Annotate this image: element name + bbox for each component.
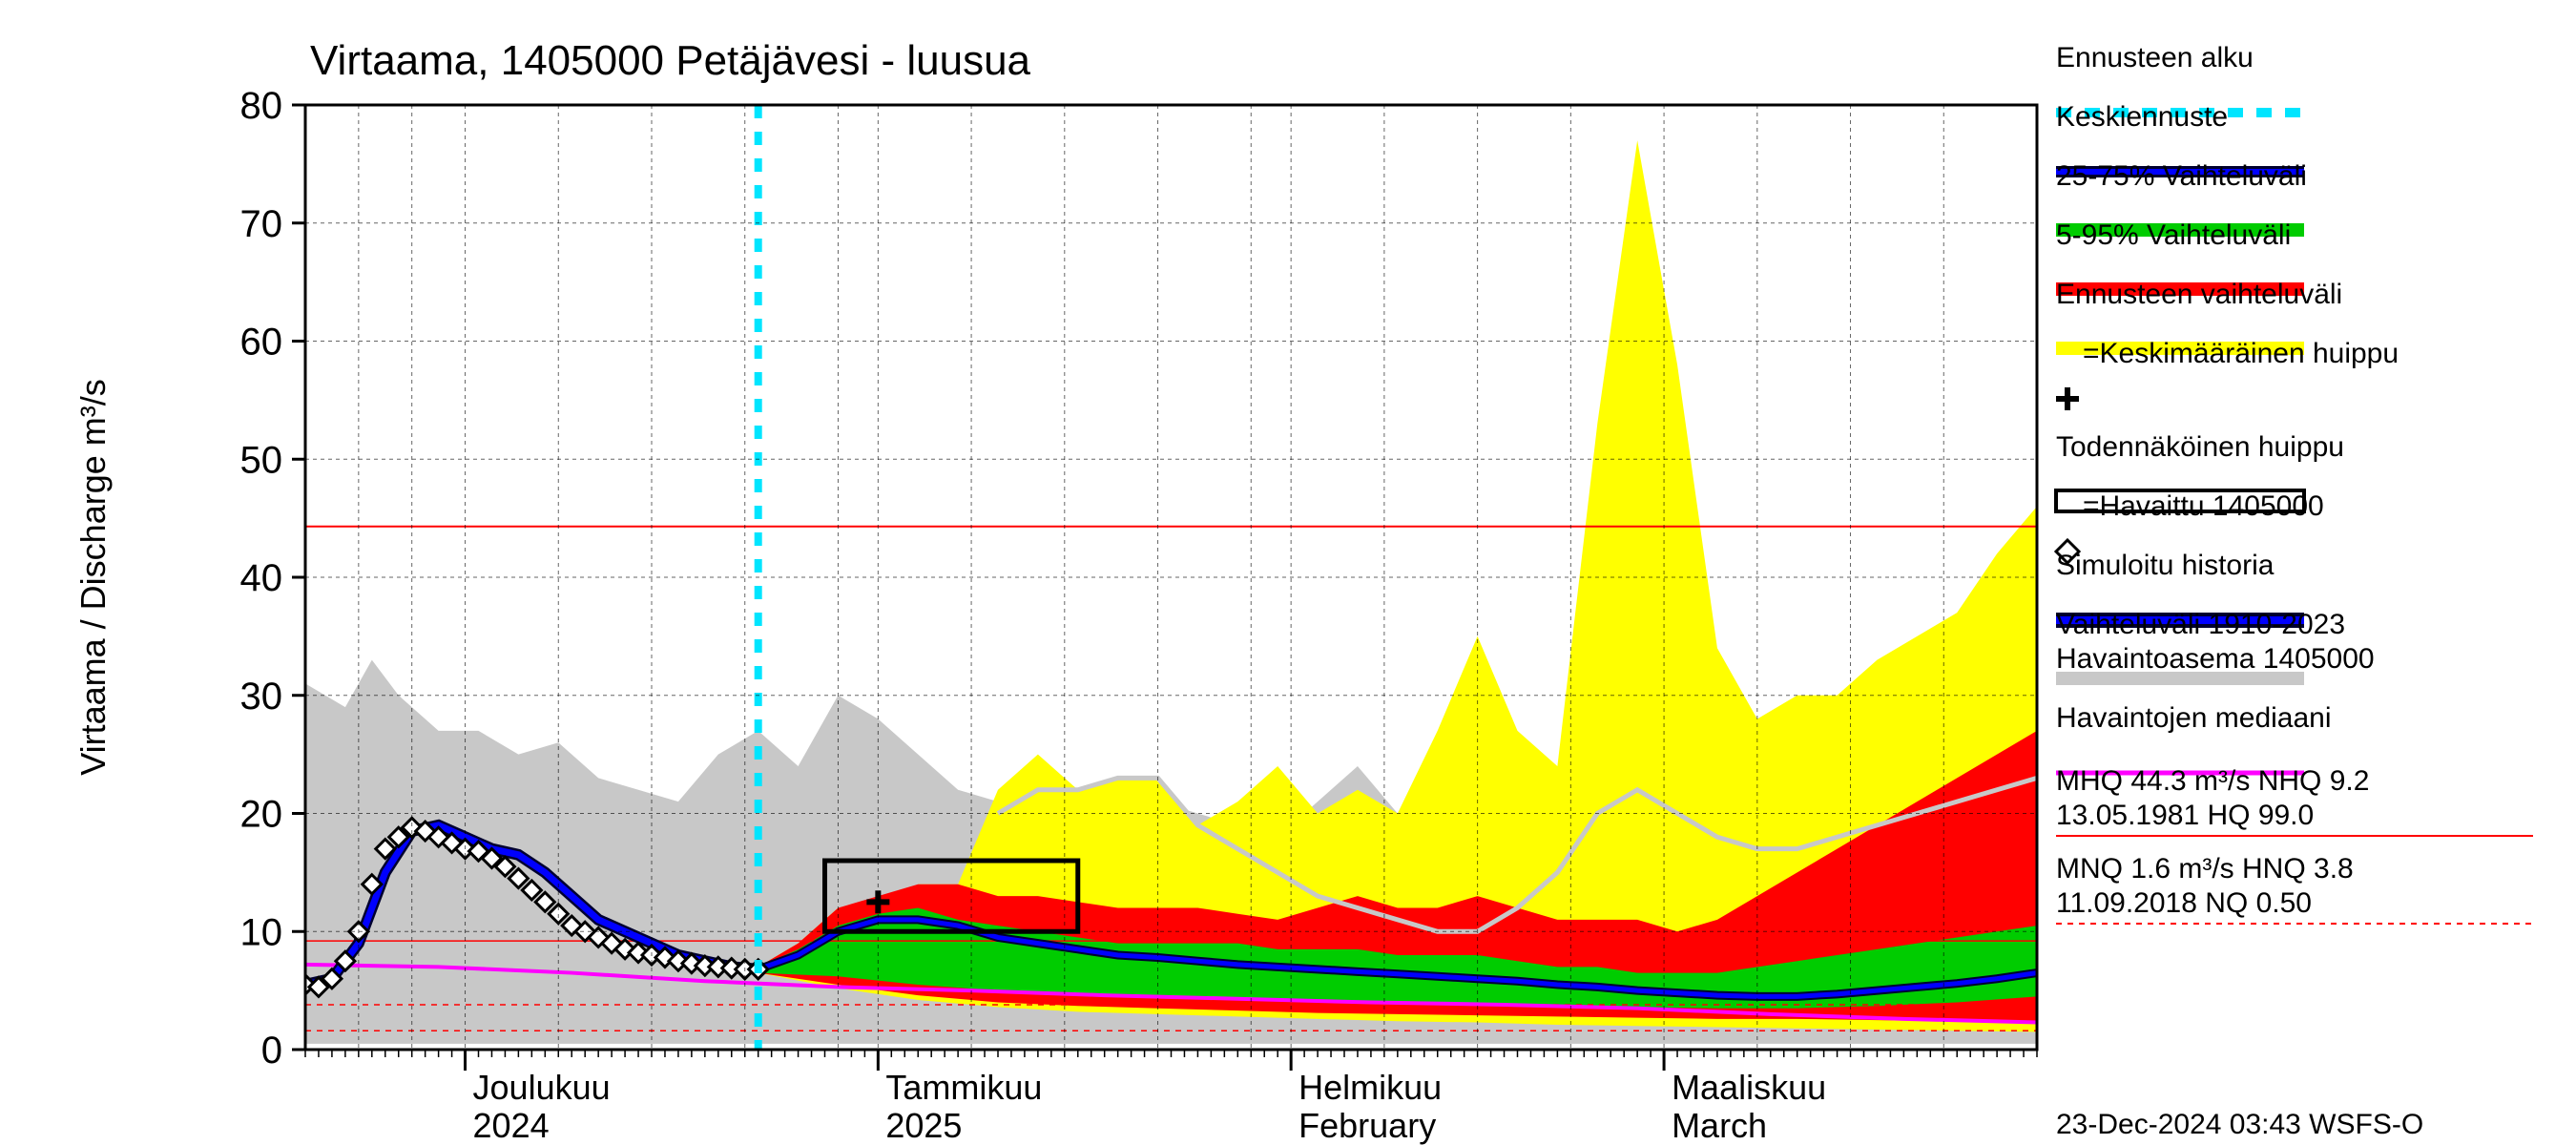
svg-text:Tammikuu: Tammikuu — [885, 1068, 1042, 1107]
chart-root: 0 10 20 30 40 50 60 70 80 Joulukuu2024 Tammikuu202… — [0, 0, 2576, 1145]
svg-text:40: 40 — [240, 557, 283, 599]
svg-text:2024: 2024 — [473, 1106, 550, 1145]
svg-text:11.09.2018 NQ 0.50: 11.09.2018 NQ 0.50 — [2056, 887, 2312, 919]
legend-label: Vaihteluväli 1910-2023 — [2056, 609, 2345, 640]
svg-text:MHQ 44.3 m³/s NHQ 9.2: MHQ 44.3 m³/s NHQ 9.2 — [2056, 765, 2369, 797]
legend-label: Ennusteen alku — [2056, 42, 2254, 73]
svg-text:60: 60 — [240, 322, 283, 364]
footer-timestamp: 23-Dec-2024 03:43 WSFS-O — [2056, 1109, 2423, 1140]
svg-text:Helmikuu: Helmikuu — [1298, 1068, 1442, 1107]
svg-text:MNQ 1.6 m³/s HNQ 3.8: MNQ 1.6 m³/s HNQ 3.8 — [2056, 853, 2354, 885]
svg-text:30: 30 — [240, 676, 283, 718]
legend-label: Keskiennuste — [2056, 101, 2228, 133]
chart-svg: 0 10 20 30 40 50 60 70 80 Joulukuu2024 Tammikuu202… — [0, 0, 2576, 1145]
legend-label: Simuloitu historia — [2056, 550, 2275, 581]
legend-label: Ennusteen vaihteluväli — [2056, 279, 2342, 310]
svg-text:March: March — [1672, 1106, 1767, 1145]
svg-text:80: 80 — [240, 85, 283, 127]
svg-text:Havaintoasema 1405000: Havaintoasema 1405000 — [2056, 643, 2375, 675]
legend-label: 25-75% Vaihteluväli — [2056, 160, 2307, 192]
svg-text:Maaliskuu: Maaliskuu — [1672, 1068, 1826, 1107]
legend-label: =Havaittu 1405000 — [2083, 490, 2324, 522]
legend-label: Todennäköinen huippu — [2056, 431, 2344, 463]
legend-label: 5-95% Vaihteluväli — [2056, 219, 2291, 251]
svg-text:10: 10 — [240, 911, 283, 953]
svg-text:2025: 2025 — [885, 1106, 962, 1145]
chart-title: Virtaama, 1405000 Petäjävesi - luusua — [310, 37, 1031, 84]
legend-label: =Keskimääräinen huippu — [2083, 338, 2399, 369]
svg-text:70: 70 — [240, 203, 283, 245]
svg-text:20: 20 — [240, 794, 283, 836]
legend-label: Havaintojen mediaani — [2056, 702, 2332, 734]
svg-text:Joulukuu: Joulukuu — [473, 1068, 611, 1107]
svg-text:13.05.1981 HQ 99.0: 13.05.1981 HQ 99.0 — [2056, 800, 2314, 831]
y-axis-label: Virtaama / Discharge m³/s — [73, 379, 113, 775]
svg-text:50: 50 — [240, 439, 283, 481]
svg-text:February: February — [1298, 1106, 1436, 1145]
svg-text:0: 0 — [261, 1030, 282, 1072]
